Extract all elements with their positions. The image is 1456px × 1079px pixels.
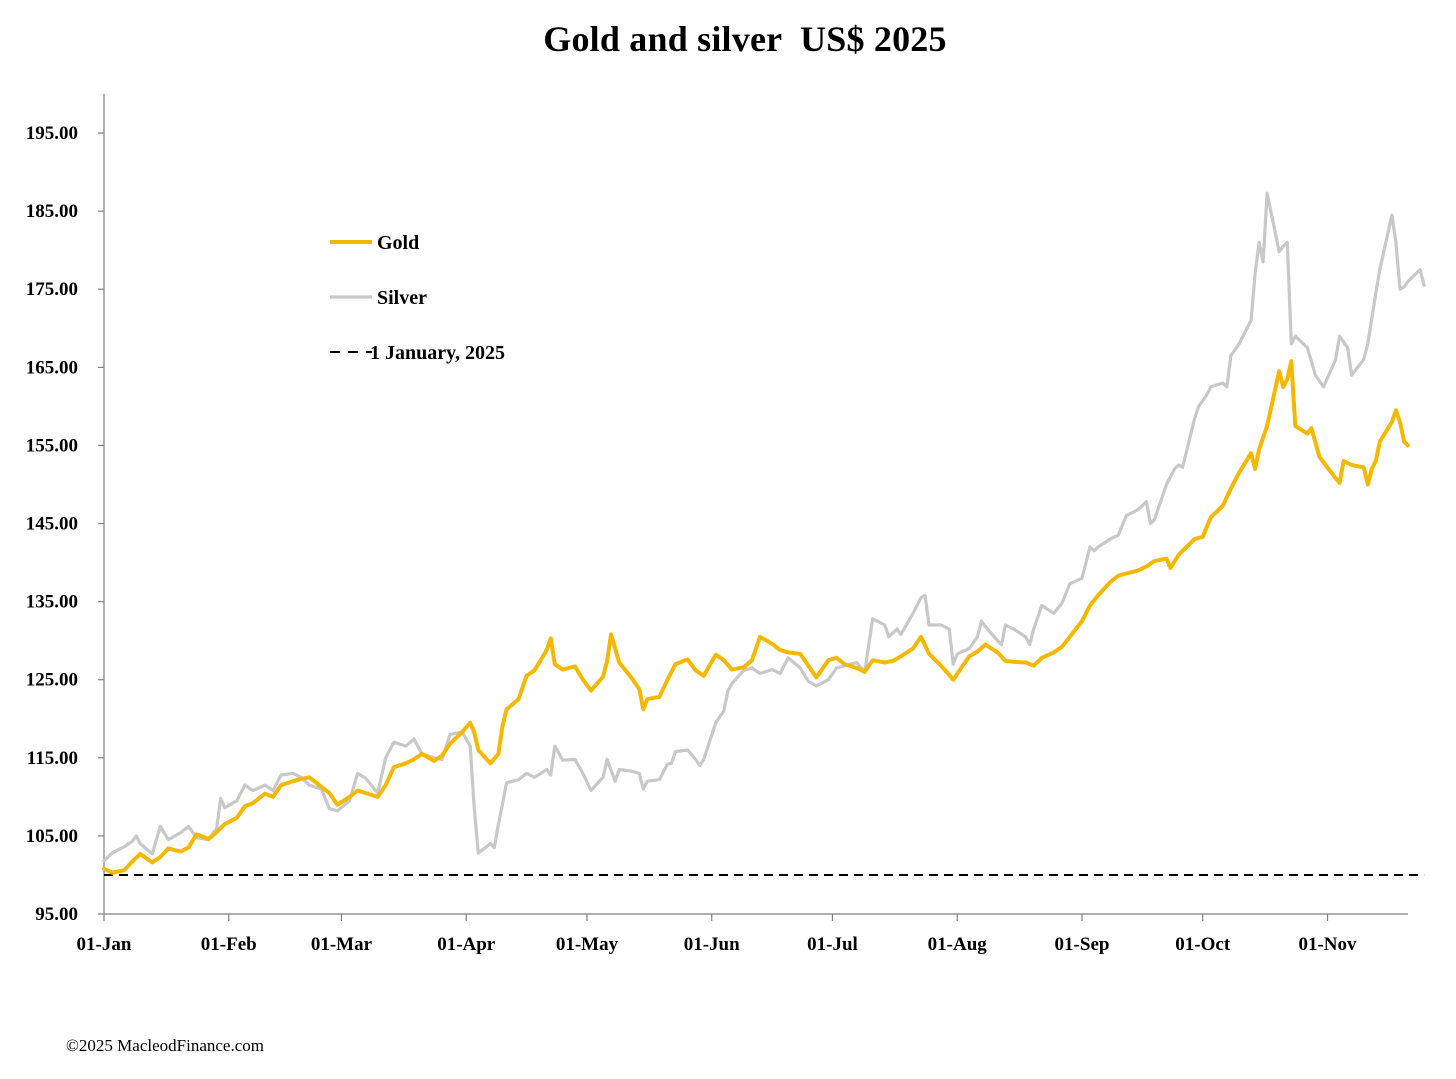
y-tick-label: 95.00 (35, 904, 78, 925)
x-tick-label: 01-Jan (77, 934, 132, 955)
x-tick-label: 01-Nov (1298, 934, 1357, 955)
gold-line (102, 359, 1410, 875)
legend-label-silver: Silver (377, 287, 427, 309)
silver-line (102, 191, 1426, 863)
chart-legend: Gold Silver 1 January, 2025 (330, 232, 505, 364)
gold-series-layer (102, 359, 1410, 875)
y-tick-label: 145.00 (26, 514, 78, 535)
y-tick-label: 115.00 (27, 748, 78, 769)
x-tick-label: 01-Oct (1175, 934, 1231, 955)
x-tick-label: 01-Feb (201, 934, 257, 955)
chart-title: Gold and silver US$ 2025 (543, 19, 947, 59)
copyright-notice: ©2025 MacleodFinance.com (66, 1036, 264, 1055)
y-tick-label: 185.00 (26, 201, 78, 222)
y-tick-label: 155.00 (26, 435, 78, 456)
y-tick-label: 175.00 (26, 279, 78, 300)
legend-label-gold: Gold (377, 232, 419, 254)
legend-label-reference: 1 January, 2025 (370, 342, 505, 364)
x-tick-label: 01-Apr (437, 934, 496, 955)
x-tick-label: 01-Jun (684, 934, 740, 955)
x-tick-label: 01-Jul (807, 934, 858, 955)
y-tick-label: 125.00 (26, 670, 78, 691)
y-tick-label: 195.00 (26, 123, 78, 144)
x-tick-label: 01-May (556, 934, 619, 955)
x-tick-label: 01-Sep (1055, 934, 1110, 955)
y-tick-label: 105.00 (26, 826, 78, 847)
x-tick-label: 01-Aug (928, 934, 988, 955)
silver-series-layer (102, 191, 1426, 863)
chart-axes: 95.00 105.00 115.00 125.00 135.00 145.00 155.0… (26, 94, 1408, 955)
x-tick-label: 01-Mar (311, 934, 373, 955)
y-tick-label: 135.00 (26, 592, 78, 613)
y-tick-label: 165.00 (26, 357, 78, 378)
